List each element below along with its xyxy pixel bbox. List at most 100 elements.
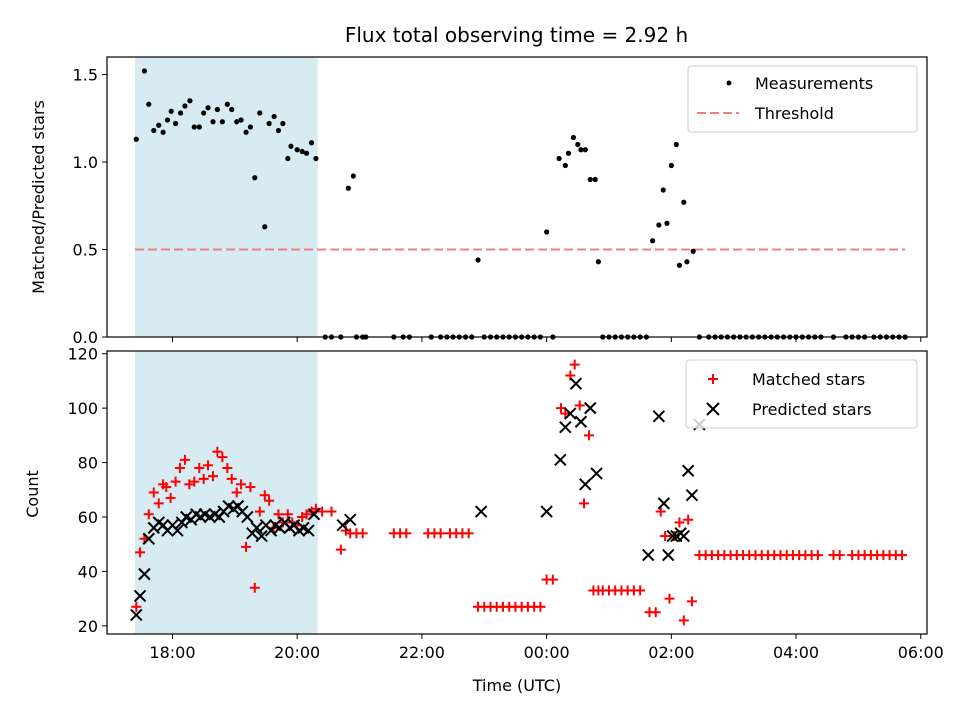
predicted-star-stroke xyxy=(222,499,235,513)
matched-star-point xyxy=(569,359,580,370)
predicted-star-stroke xyxy=(250,521,263,535)
measurement-point xyxy=(656,222,662,228)
top-x-ticks xyxy=(171,337,922,342)
predicted-star-point xyxy=(590,467,603,480)
matched-star-point xyxy=(635,585,646,596)
y-tick-label: 100 xyxy=(67,399,98,418)
predicted-star-stroke xyxy=(179,510,193,524)
matched-star-point xyxy=(217,452,228,463)
predicted-star-stroke xyxy=(540,505,553,518)
matched-stars-points xyxy=(131,359,908,626)
y-tick-label: 120 xyxy=(67,345,98,364)
measurement-point xyxy=(294,147,300,153)
measurement-point xyxy=(345,185,351,191)
matched-star-point xyxy=(579,498,590,509)
measurement-point xyxy=(578,147,584,153)
measurement-point xyxy=(182,103,188,109)
measurement-point xyxy=(151,127,157,134)
matched-star-point xyxy=(326,506,337,517)
top-plot-frame xyxy=(106,56,928,338)
matched-star-point xyxy=(547,574,558,585)
predicted-star-stroke xyxy=(666,529,679,543)
measurement-point xyxy=(595,259,601,265)
predicted-star-stroke xyxy=(590,467,603,480)
predicted-star-stroke xyxy=(152,516,165,529)
matched-star-point xyxy=(435,528,446,539)
predicted-star-stroke xyxy=(138,567,151,581)
x-tick-label: 06:00 xyxy=(898,643,944,662)
matched-star-point xyxy=(254,506,265,517)
measurement-point xyxy=(247,124,254,130)
y-tick-label: 80 xyxy=(78,454,98,473)
measurement-point xyxy=(257,110,263,116)
matched-star-point xyxy=(148,487,159,498)
measurement-point xyxy=(664,220,670,226)
legend-threshold-label: Threshold xyxy=(754,104,834,123)
predicted-star-stroke xyxy=(208,508,222,521)
matched-star-point xyxy=(179,454,190,465)
measurement-point xyxy=(201,110,207,116)
measurement-point xyxy=(308,140,315,146)
predicted-star-point xyxy=(307,508,321,521)
matched-star-point xyxy=(135,547,146,558)
matched-star-point xyxy=(660,531,671,542)
predicted-star-stroke xyxy=(559,420,572,434)
matched-star-point xyxy=(241,541,252,552)
measurement-point xyxy=(556,155,562,162)
predicted-star-stroke xyxy=(198,508,212,521)
chart-title: Flux total observing time = 2.92 h xyxy=(345,23,688,47)
matched-star-point xyxy=(226,473,237,484)
top-y-axis-label: Matched/Predicted stars xyxy=(29,100,48,294)
matched-star-point xyxy=(812,550,823,561)
matched-star-point xyxy=(678,615,689,626)
predicted-star-point xyxy=(681,464,695,477)
measurement-point xyxy=(668,162,674,169)
predicted-star-stroke xyxy=(662,548,675,562)
predicted-star-point xyxy=(302,524,315,537)
matched-star-point xyxy=(655,506,666,517)
predicted-star-point xyxy=(250,521,263,535)
matched-star-point xyxy=(584,430,595,441)
predicted-star-point xyxy=(474,505,488,518)
top-legend: Measurements Threshold xyxy=(687,65,918,133)
matched-star-point xyxy=(249,582,260,593)
predicted-star-point xyxy=(652,410,666,423)
matched-star-point xyxy=(194,463,205,474)
measurement-point xyxy=(146,101,152,107)
y-tick-label: 60 xyxy=(78,508,98,527)
measurement-point xyxy=(224,101,230,107)
bottom-y-axis-label: Count xyxy=(23,470,42,518)
top-plot-panel: 0.0 0.5 1.0 1.5 Matched/Predicted stars Mea… xyxy=(29,56,928,347)
predicted-star-point xyxy=(171,524,184,537)
measurement-point xyxy=(164,117,171,123)
measurement-point xyxy=(187,98,193,104)
measurement-point xyxy=(475,257,481,263)
matched-star-point xyxy=(282,509,293,520)
predicted-star-point xyxy=(584,401,597,415)
predicted-star-point xyxy=(540,505,553,518)
measurement-point xyxy=(141,68,148,74)
legend-predicted-label: Predicted stars xyxy=(752,400,872,419)
measurement-point xyxy=(575,141,581,148)
matched-star-point xyxy=(264,495,275,506)
matched-star-point xyxy=(208,471,219,482)
measurement-point xyxy=(592,176,598,183)
matched-star-point xyxy=(317,506,328,517)
predicted-star-stroke xyxy=(681,464,695,477)
predicted-star-point xyxy=(255,529,268,543)
predicted-star-point xyxy=(677,529,691,543)
predicted-star-stroke xyxy=(336,518,349,532)
predicted-stars-points xyxy=(130,377,706,622)
x-tick-label: 22:00 xyxy=(399,643,445,662)
matched-star-point xyxy=(574,400,585,411)
matched-star-point xyxy=(273,509,284,520)
matched-star-point xyxy=(165,492,176,503)
measurement-point xyxy=(156,122,162,128)
y-tick-label: 20 xyxy=(78,617,98,636)
predicted-star-stroke xyxy=(685,489,699,502)
matched-star-point xyxy=(555,403,566,414)
x-tick-label: 18:00 xyxy=(149,643,195,662)
predicted-star-point xyxy=(142,532,155,545)
y-tick-label: 1.0 xyxy=(73,153,98,172)
matched-star-point xyxy=(664,593,675,604)
